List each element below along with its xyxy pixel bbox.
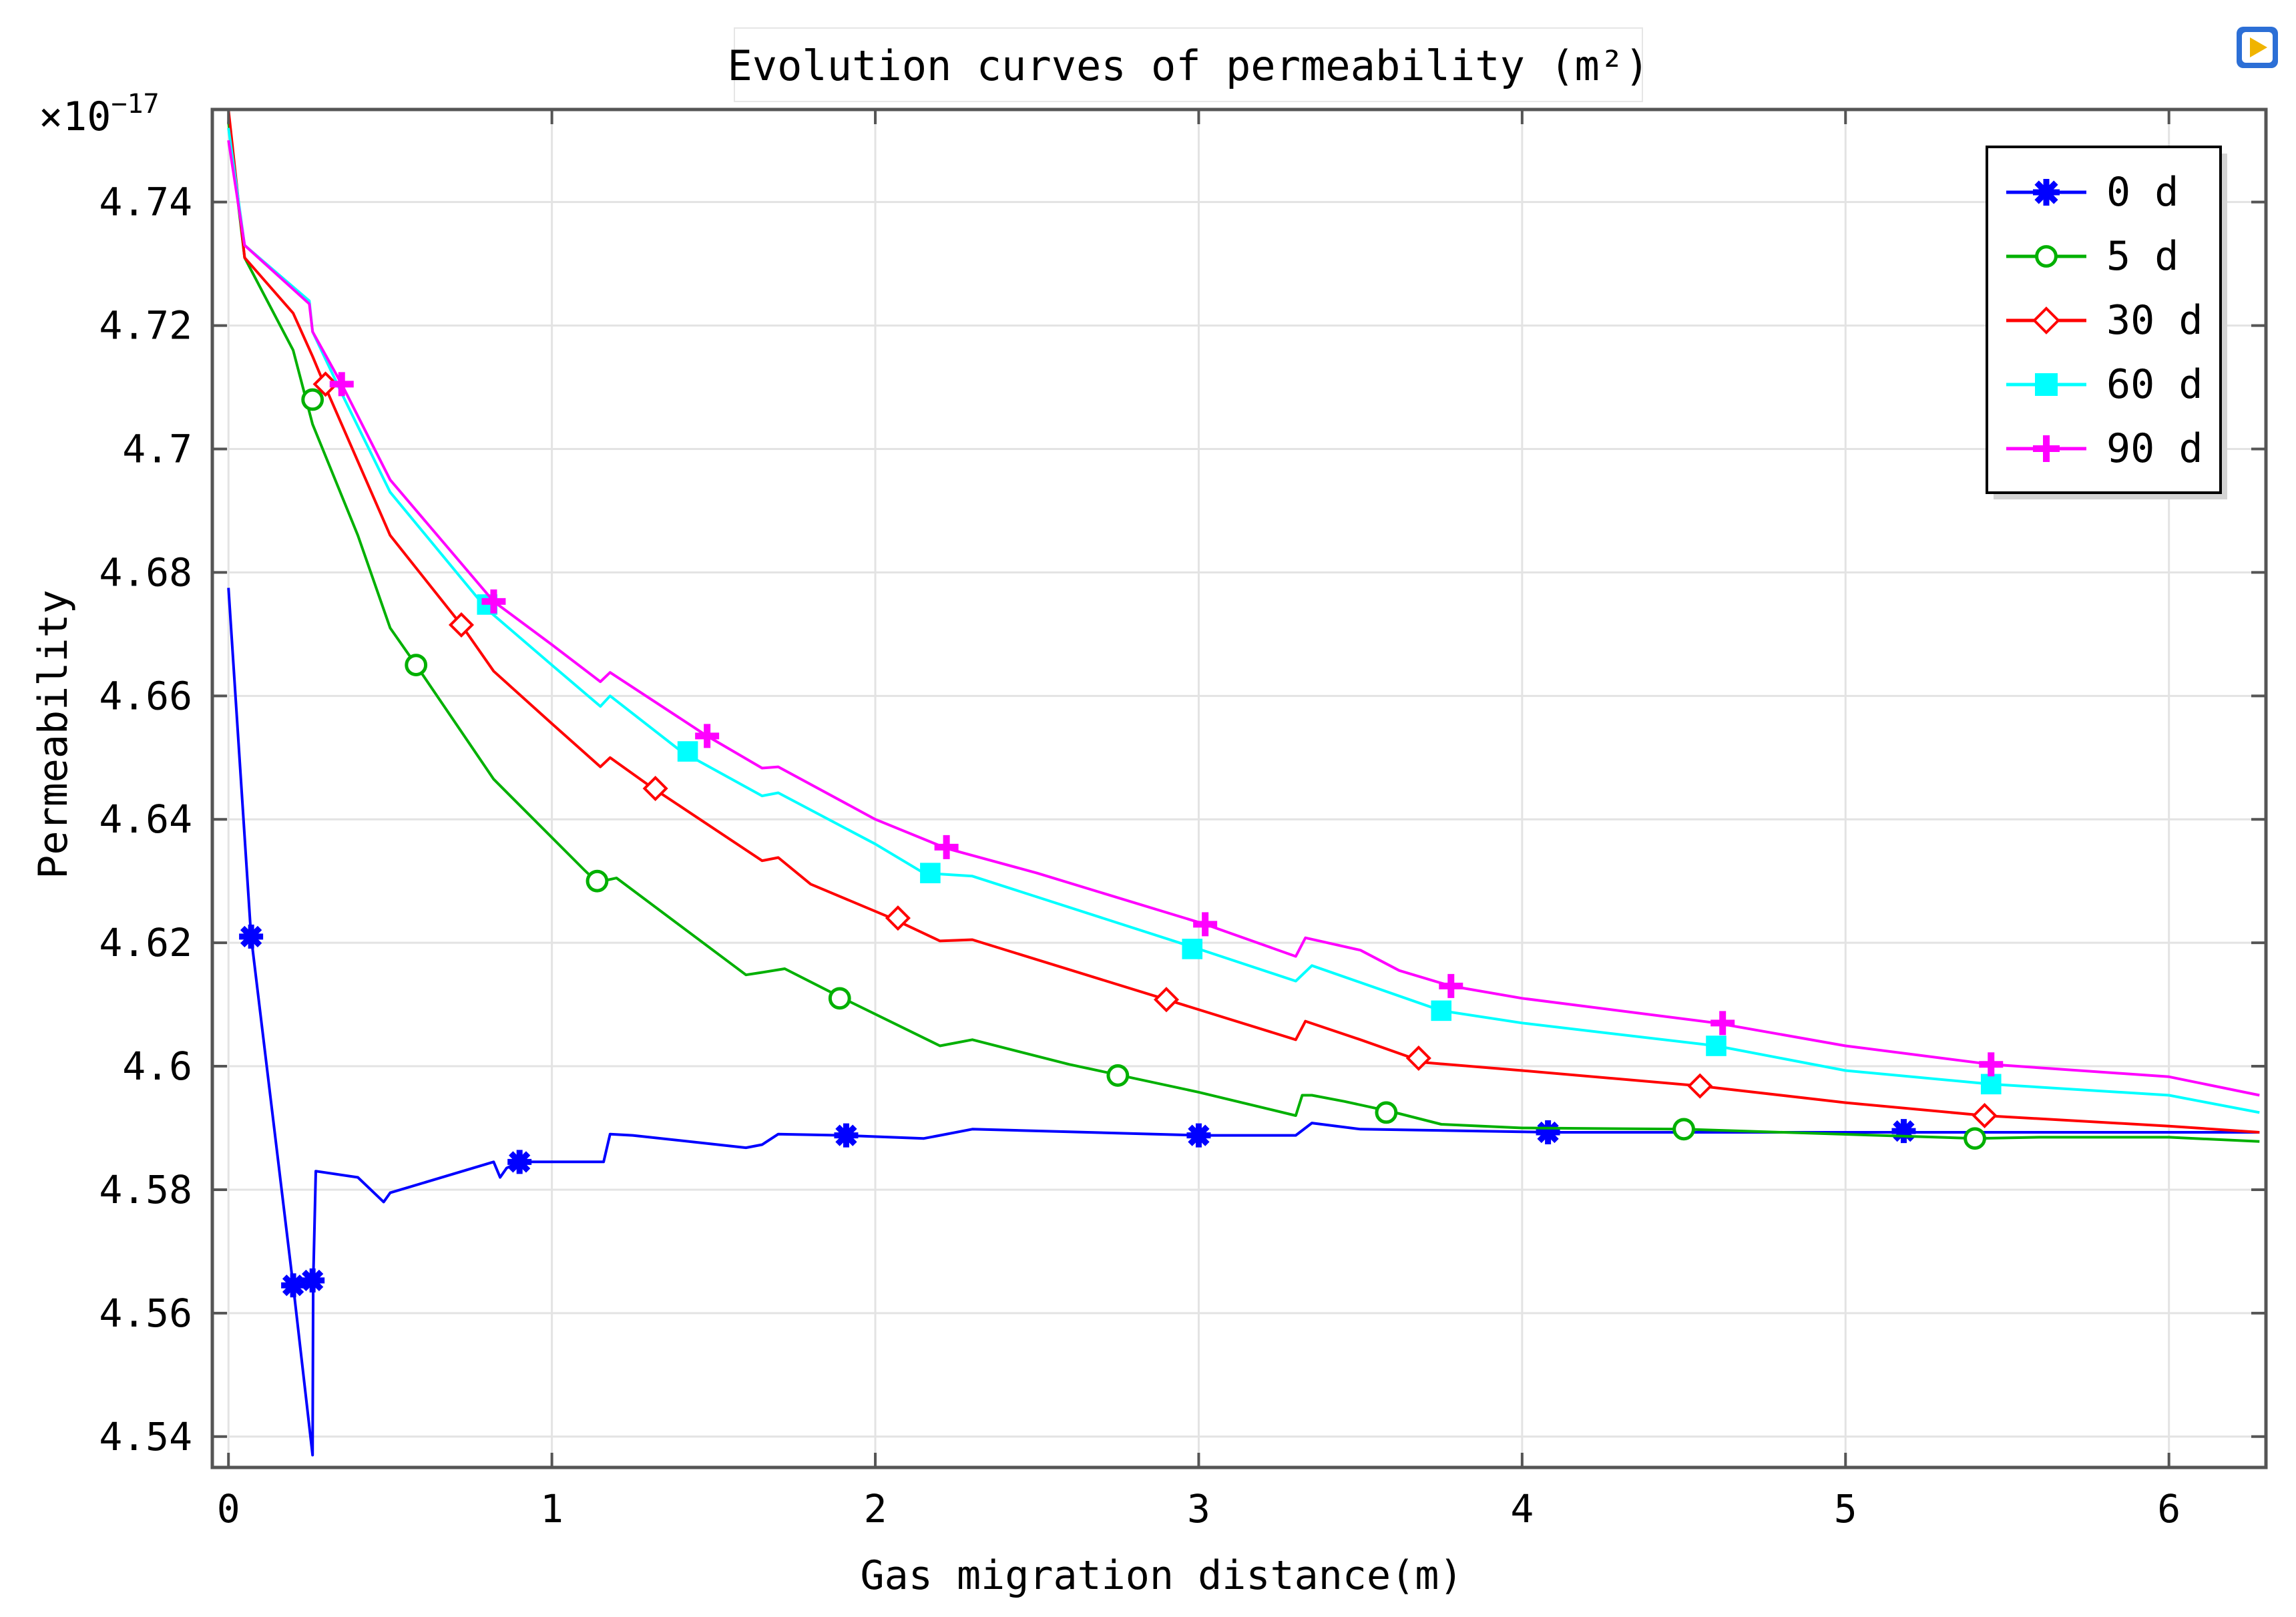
y-tick-label: 4.7	[122, 427, 192, 472]
plot-area	[210, 107, 2268, 1469]
y-axis-label: Permeability	[30, 590, 77, 879]
data-point-square	[1431, 1000, 1452, 1021]
data-point-plus	[1193, 912, 1218, 937]
series-30-d	[227, 109, 2260, 1134]
legend-item: 5 d	[2006, 233, 2178, 280]
data-point-plus	[695, 724, 720, 748]
y-tick-label: 4.62	[99, 920, 192, 965]
y-tick-label: 4.74	[99, 180, 192, 225]
legend-item: 60 d	[2006, 361, 2203, 408]
data-point-diamond	[642, 775, 668, 802]
legend-item: 30 d	[2006, 297, 2203, 344]
data-point-plus	[1710, 1011, 1735, 1035]
data-point-asterisk	[1186, 1123, 1211, 1148]
series-line	[227, 140, 2260, 1097]
data-point-diamond	[1153, 987, 1180, 1013]
x-tick-label: 2	[864, 1486, 887, 1532]
data-point-circle	[405, 654, 428, 676]
data-point-asterisk	[300, 1268, 325, 1293]
legend: 0 d 5 d 30 d 60 d 90 d	[1986, 146, 2227, 499]
legend-label: 0 d	[2106, 169, 2178, 216]
legend-label: 90 d	[2106, 425, 2203, 472]
data-point-plus	[934, 835, 959, 859]
chart-title: Evolution curves of permeability (m²)	[727, 41, 1649, 90]
data-point-diamond	[1972, 1102, 1998, 1129]
data-point-asterisk	[281, 1273, 306, 1298]
data-point-asterisk	[507, 1150, 532, 1174]
series-0-d	[227, 588, 2260, 1457]
data-point-diamond	[448, 612, 475, 638]
data-point-square	[2035, 373, 2058, 396]
data-point-diamond	[312, 371, 338, 397]
data-point-circle	[586, 869, 609, 893]
data-point-circle	[1964, 1127, 1986, 1150]
data-point-square	[920, 863, 941, 883]
data-point-circle	[828, 987, 851, 1010]
data-point-circle	[2035, 245, 2058, 268]
data-point-asterisk	[2033, 179, 2060, 206]
series-line	[227, 588, 2260, 1457]
data-point-diamond	[2032, 306, 2060, 334]
series-line	[227, 122, 2260, 1143]
data-point-circle	[1106, 1064, 1130, 1087]
grid-lines	[212, 109, 2266, 1467]
series-90-d	[227, 140, 2260, 1097]
data-point-plus	[481, 589, 506, 614]
app-logo-icon	[2237, 27, 2278, 68]
series-60-d	[227, 128, 2260, 1114]
x-tick-label: 1	[540, 1486, 563, 1532]
y-tick-label: 4.68	[99, 549, 192, 595]
y-tick-label: 4.64	[99, 796, 192, 842]
x-tick-label: 4	[1510, 1486, 1534, 1532]
legend-item: 0 d	[2006, 169, 2178, 216]
axis-ticks: 0 1 2 3 4 5 6 4.54 4.56 4.58 4.6 4.62 4.64 4.66 4.68 4.…	[99, 109, 2266, 1532]
title-box	[734, 27, 1643, 102]
data-point-circle	[1375, 1101, 1398, 1124]
x-tick-label: 5	[1834, 1486, 1857, 1532]
y-tick-label: 4.72	[99, 303, 192, 349]
data-point-square	[677, 741, 698, 762]
x-tick-label: 3	[1187, 1486, 1210, 1532]
y-tick-label: 4.54	[99, 1414, 192, 1459]
legend-label: 5 d	[2106, 233, 2178, 280]
series-5-d	[227, 122, 2260, 1150]
series-line	[227, 128, 2260, 1114]
data-point-circle	[301, 388, 324, 411]
data-point-square	[1182, 939, 1203, 959]
y-tick-label: 4.66	[99, 673, 192, 718]
data-point-plus	[2033, 435, 2060, 462]
x-tick-label: 6	[2157, 1486, 2180, 1532]
data-point-circle	[1672, 1118, 1695, 1141]
data-point-square	[1980, 1074, 2002, 1095]
data-point-diamond	[885, 905, 911, 931]
data-point-plus	[1439, 973, 1463, 998]
data-series	[227, 109, 2260, 1457]
y-tick-label: 4.56	[99, 1291, 192, 1336]
legend-label: 60 d	[2106, 361, 2203, 408]
legend-item: 90 d	[2006, 425, 2203, 472]
data-point-square	[1706, 1035, 1727, 1056]
data-point-diamond	[1405, 1045, 1431, 1072]
data-point-asterisk	[239, 924, 264, 949]
legend-label: 30 d	[2106, 297, 2203, 344]
data-point-plus	[329, 372, 354, 397]
x-axis-label: Gas migration distance(m)	[860, 1552, 1463, 1599]
x-tick-label: 0	[217, 1486, 240, 1532]
data-point-asterisk	[1891, 1119, 1916, 1144]
y-tick-label: 4.6	[122, 1044, 192, 1089]
series-line	[227, 109, 2260, 1134]
data-point-asterisk	[1536, 1120, 1560, 1144]
y-exponent-label: ×10−17	[39, 89, 160, 140]
data-point-plus	[1979, 1052, 2004, 1077]
data-point-asterisk	[834, 1123, 859, 1148]
data-point-diamond	[1687, 1073, 1713, 1099]
y-tick-label: 4.58	[99, 1167, 192, 1212]
